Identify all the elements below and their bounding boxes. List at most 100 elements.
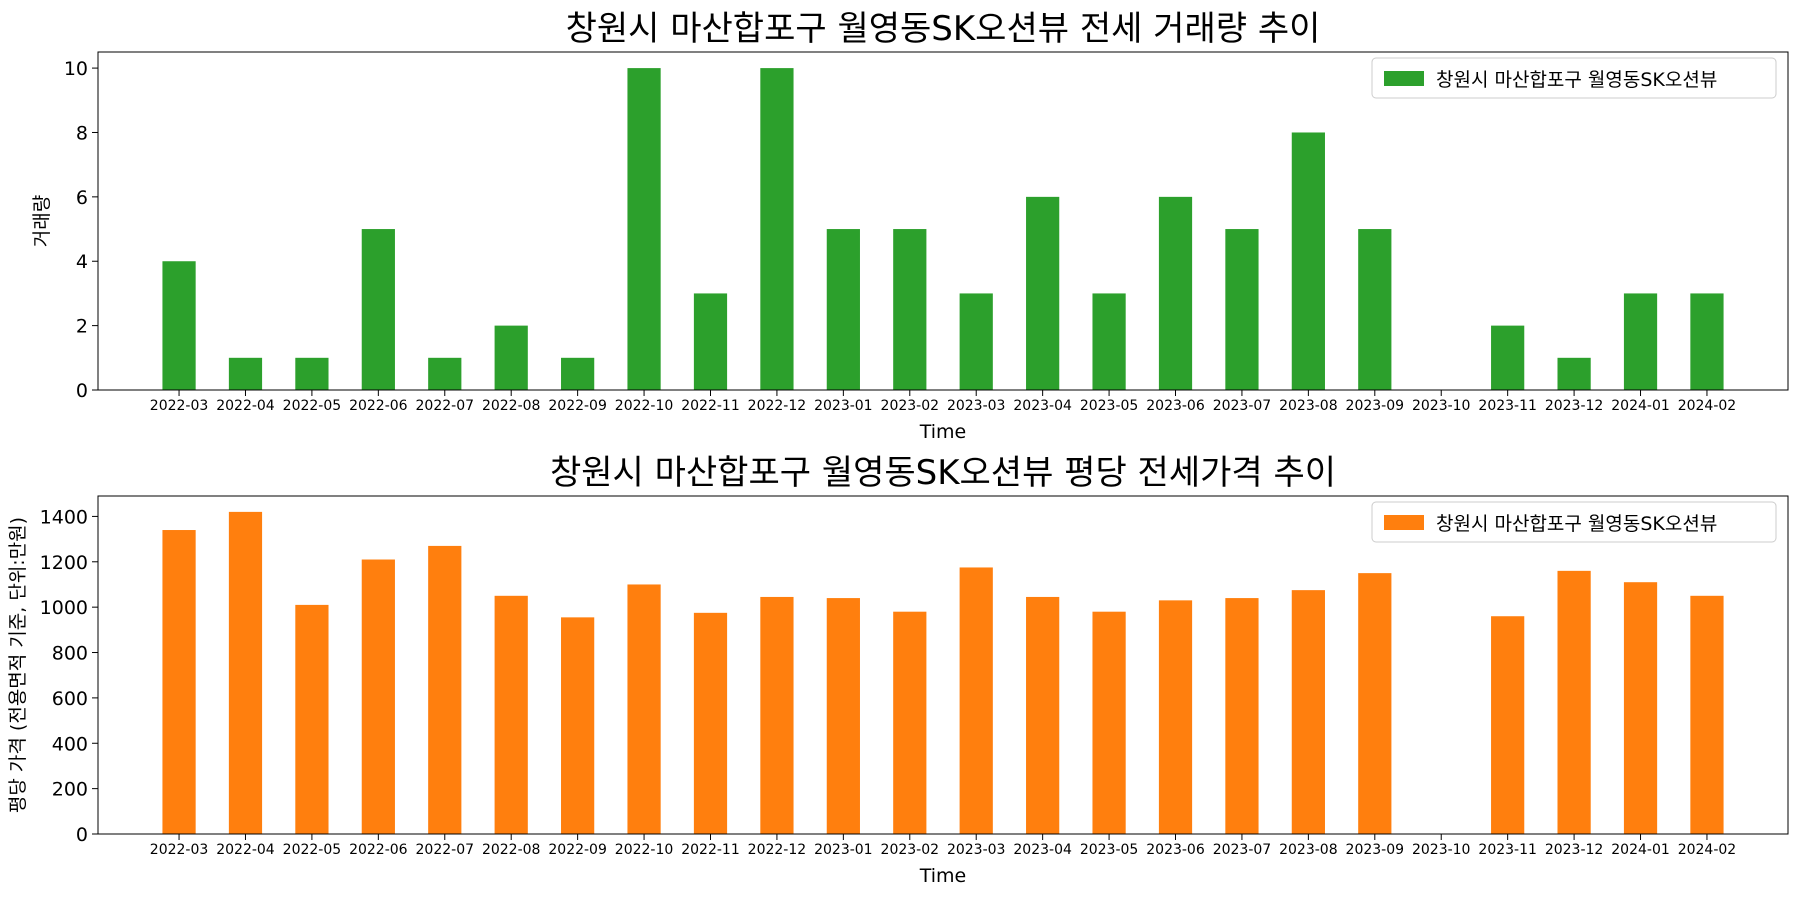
x-tick-label: 2022-05 xyxy=(283,398,342,414)
bar-2023-06 xyxy=(1158,600,1193,834)
x-tick-label: 2023-12 xyxy=(1545,398,1604,414)
bar-2023-03 xyxy=(959,567,993,834)
x-tick-label: 2022-10 xyxy=(615,842,674,858)
x-tick-label: 2023-02 xyxy=(881,398,940,414)
bar-2023-05 xyxy=(1092,293,1126,390)
bar-2022-08 xyxy=(494,325,528,390)
x-tick-label: 2023-05 xyxy=(1080,842,1139,858)
bar-2022-08 xyxy=(494,595,528,834)
bar-2023-09 xyxy=(1358,573,1392,834)
bar-2022-09 xyxy=(561,617,595,834)
x-tick-label: 2023-08 xyxy=(1279,842,1338,858)
legend-label: 창원시 마산합포구 월영동SK오션뷰 xyxy=(1436,69,1717,91)
y-tick-label: 4 xyxy=(76,251,88,273)
bar-2023-08 xyxy=(1291,590,1325,834)
x-tick-label: 2022-08 xyxy=(482,398,541,414)
bar-2022-03 xyxy=(162,530,196,834)
y-tick-label: 600 xyxy=(52,688,88,710)
bar-2024-02 xyxy=(1690,595,1724,834)
y-tick-label: 800 xyxy=(52,643,88,665)
x-tick-label: 2022-03 xyxy=(150,842,209,858)
x-tick-label: 2023-01 xyxy=(814,398,873,414)
x-tick-label: 2022-12 xyxy=(748,842,807,858)
x-tick-label: 2022-11 xyxy=(681,842,740,858)
x-tick-label: 2022-07 xyxy=(416,842,475,858)
y-tick-label: 200 xyxy=(52,779,88,801)
bar-2024-01 xyxy=(1623,293,1658,390)
bar-2022-12 xyxy=(760,68,794,390)
x-tick-label: 2023-05 xyxy=(1080,398,1139,414)
y-axis-label: 거래량 xyxy=(31,195,53,247)
x-tick-label: 2022-11 xyxy=(681,398,740,414)
y-tick-label: 6 xyxy=(76,187,88,209)
bar-2023-03 xyxy=(959,293,993,390)
y-tick-label: 1000 xyxy=(40,597,88,619)
x-tick-label: 2023-09 xyxy=(1346,398,1405,414)
bar-2023-09 xyxy=(1358,229,1392,390)
x-tick-label: 2023-11 xyxy=(1478,842,1537,858)
y-tick-label: 0 xyxy=(76,380,88,402)
y-tick-label: 0 xyxy=(76,824,88,846)
legend-label: 창원시 마산합포구 월영동SK오션뷰 xyxy=(1436,513,1717,535)
y-tick-label: 8 xyxy=(76,122,88,144)
x-tick-label: 2023-07 xyxy=(1213,842,1272,858)
bar-2022-11 xyxy=(693,293,728,390)
x-tick-label: 2023-12 xyxy=(1545,842,1604,858)
bar-2022-06 xyxy=(361,229,395,390)
bar-2023-06 xyxy=(1158,196,1193,390)
x-tick-label: 2022-06 xyxy=(349,842,408,858)
x-tick-label: 2023-04 xyxy=(1013,398,1072,414)
x-tick-label: 2023-02 xyxy=(881,842,940,858)
x-tick-label: 2023-08 xyxy=(1279,398,1338,414)
legend-box xyxy=(1371,57,1777,99)
y-tick-label: 2 xyxy=(76,316,88,338)
y-tick-label: 10 xyxy=(64,58,88,80)
bar-2023-11 xyxy=(1491,325,1525,390)
bar-2023-01 xyxy=(826,229,860,390)
x-tick-label: 2023-04 xyxy=(1013,842,1072,858)
bar-2022-04 xyxy=(228,511,263,834)
bar-2023-04 xyxy=(1026,196,1060,390)
x-tick-label: 2022-10 xyxy=(615,398,674,414)
x-axis-label: Time xyxy=(919,865,967,887)
y-tick-label: 1200 xyxy=(40,552,88,574)
bar-2023-07 xyxy=(1225,598,1259,834)
x-tick-label: 2024-02 xyxy=(1678,842,1737,858)
bar-2024-02 xyxy=(1690,293,1724,390)
x-tick-label: 2022-04 xyxy=(216,842,275,858)
x-tick-label: 2023-06 xyxy=(1146,398,1205,414)
bar-2022-05 xyxy=(295,604,329,834)
x-tick-label: 2024-02 xyxy=(1678,398,1737,414)
x-tick-label: 2024-01 xyxy=(1611,398,1670,414)
y-axis-label: 평당 가격 (전용면적 기준, 단위:만원) xyxy=(7,517,29,813)
x-tick-label: 2022-03 xyxy=(150,398,209,414)
bar-2023-11 xyxy=(1491,616,1525,834)
x-tick-label: 2023-10 xyxy=(1412,842,1471,858)
bar-2023-05 xyxy=(1092,611,1126,834)
y-tick-label: 400 xyxy=(52,733,88,755)
x-tick-label: 2023-03 xyxy=(947,398,1006,414)
y-tick-label: 1400 xyxy=(40,506,88,528)
x-tick-label: 2022-09 xyxy=(548,842,607,858)
bar-2023-12 xyxy=(1557,570,1591,834)
x-tick-label: 2023-11 xyxy=(1478,398,1537,414)
legend-swatch xyxy=(1384,515,1424,530)
bar-2023-08 xyxy=(1291,132,1325,391)
bar-2022-09 xyxy=(561,357,595,390)
axes-frame xyxy=(97,495,1789,835)
bar-2022-10 xyxy=(627,68,661,390)
x-tick-label: 2023-07 xyxy=(1213,398,1272,414)
x-axis-label: Time xyxy=(919,421,967,443)
x-tick-label: 2023-06 xyxy=(1146,842,1205,858)
legend-swatch xyxy=(1384,71,1424,86)
bar-2022-12 xyxy=(760,596,794,834)
legend-box xyxy=(1371,501,1777,543)
bar-2022-05 xyxy=(295,357,329,390)
bar-2024-01 xyxy=(1623,582,1658,834)
x-tick-label: 2023-01 xyxy=(814,842,873,858)
x-tick-label: 2022-07 xyxy=(416,398,475,414)
bar-2022-07 xyxy=(428,357,462,390)
x-tick-label: 2023-03 xyxy=(947,842,1006,858)
